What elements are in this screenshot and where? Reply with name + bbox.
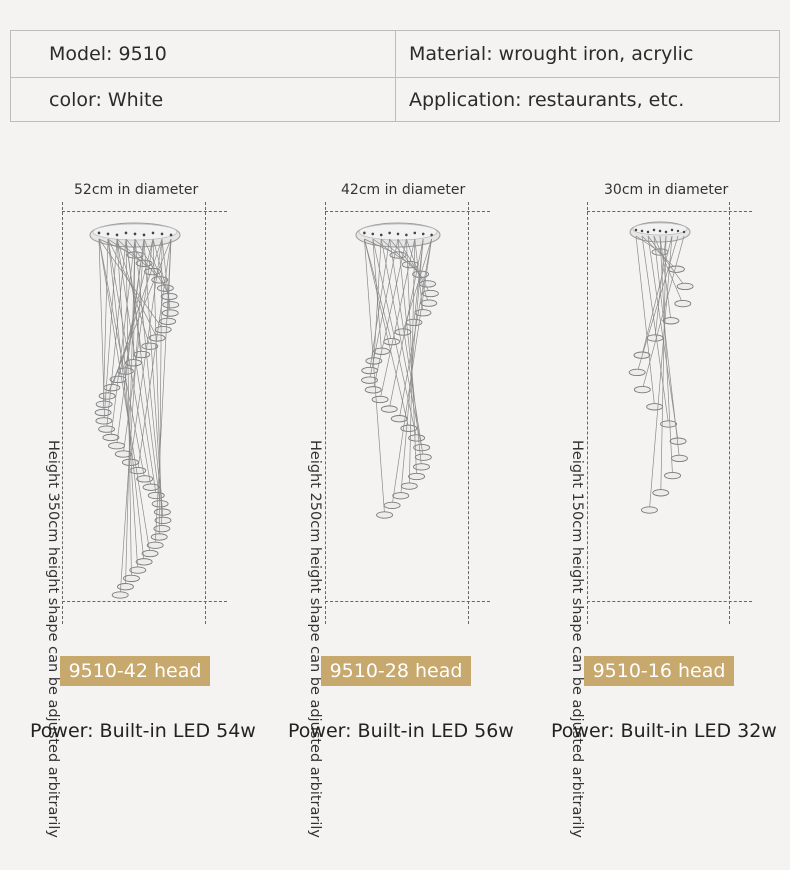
diameter-label: 42cm in diameter bbox=[341, 182, 466, 198]
dimension-line bbox=[587, 211, 752, 212]
spec-application: Application: restaurants, etc. bbox=[409, 89, 685, 111]
power-spec: Power: Built-in LED 54w bbox=[30, 720, 256, 742]
variant-diagram-2: 42cm in diameter Height 250cm height sha… bbox=[298, 180, 528, 838]
power-spec: Power: Built-in LED 56w bbox=[288, 720, 514, 742]
spec-color: color: White bbox=[49, 89, 164, 111]
spec-material: Material: wrought iron, acrylic bbox=[409, 43, 694, 65]
variant-diagram-1: 52cm in diameter Height 350cm height sha… bbox=[40, 180, 270, 838]
dimension-line bbox=[205, 202, 206, 624]
dimension-line bbox=[62, 601, 227, 602]
dimension-line bbox=[468, 202, 469, 624]
dimension-line bbox=[325, 601, 490, 602]
power-spec: Power: Built-in LED 32w bbox=[551, 720, 777, 742]
dimension-line bbox=[587, 202, 588, 624]
chandelier-illustration bbox=[628, 221, 694, 514]
spec-table: Model: 9510 Material: wrought iron, acry… bbox=[10, 30, 780, 122]
chandelier-illustration bbox=[355, 222, 441, 519]
variant-diagram-3: 30cm in diameter Height 150cm height sha… bbox=[556, 180, 786, 838]
dimension-line bbox=[587, 601, 752, 602]
dimension-line bbox=[62, 211, 227, 212]
variant-badge: 9510-42 head bbox=[60, 656, 210, 686]
diameter-label: 30cm in diameter bbox=[604, 182, 729, 198]
spec-model: Model: 9510 bbox=[49, 43, 167, 65]
chandelier-illustration bbox=[89, 222, 181, 599]
variant-badge: 9510-28 head bbox=[321, 656, 471, 686]
dimension-line bbox=[325, 211, 490, 212]
dimension-line bbox=[62, 202, 63, 624]
diameter-label: 52cm in diameter bbox=[74, 182, 199, 198]
dimension-line bbox=[325, 202, 326, 624]
variant-badge: 9510-16 head bbox=[584, 656, 734, 686]
table-divider bbox=[395, 31, 396, 121]
dimension-line bbox=[729, 202, 730, 624]
